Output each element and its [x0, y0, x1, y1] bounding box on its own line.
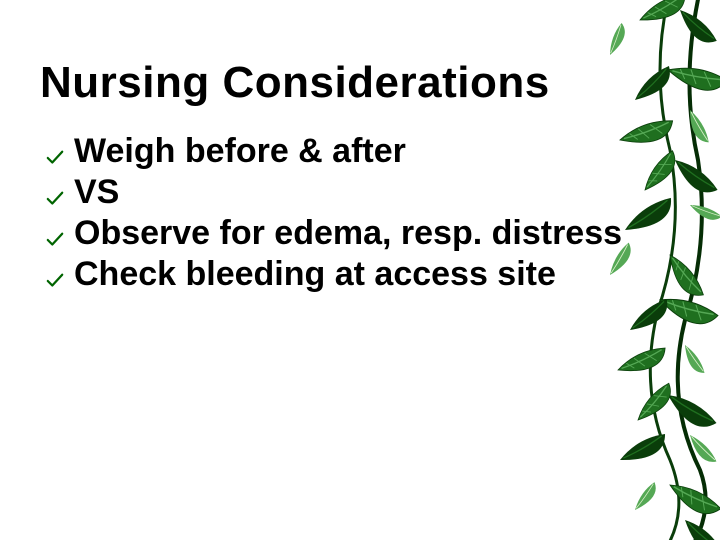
list-item: Weigh before & after: [46, 132, 680, 171]
check-icon: [46, 190, 64, 208]
slide-title: Nursing Considerations: [40, 60, 680, 106]
check-icon: [46, 272, 64, 290]
list-item: Observe for edema, resp. distress: [46, 214, 680, 253]
bullet-text: Observe for edema, resp. distress: [74, 214, 622, 252]
list-item: Check bleeding at access site: [46, 255, 680, 294]
bullet-list: Weigh before & after VS Observe for edem…: [40, 132, 680, 294]
check-icon: [46, 231, 64, 249]
bullet-text: Weigh before & after: [74, 132, 406, 170]
check-icon: [46, 149, 64, 167]
list-item: VS: [46, 173, 680, 212]
bullet-text: VS: [74, 173, 119, 211]
bullet-text: Check bleeding at access site: [74, 255, 556, 293]
slide: Nursing Considerations Weigh before & af…: [0, 0, 720, 540]
